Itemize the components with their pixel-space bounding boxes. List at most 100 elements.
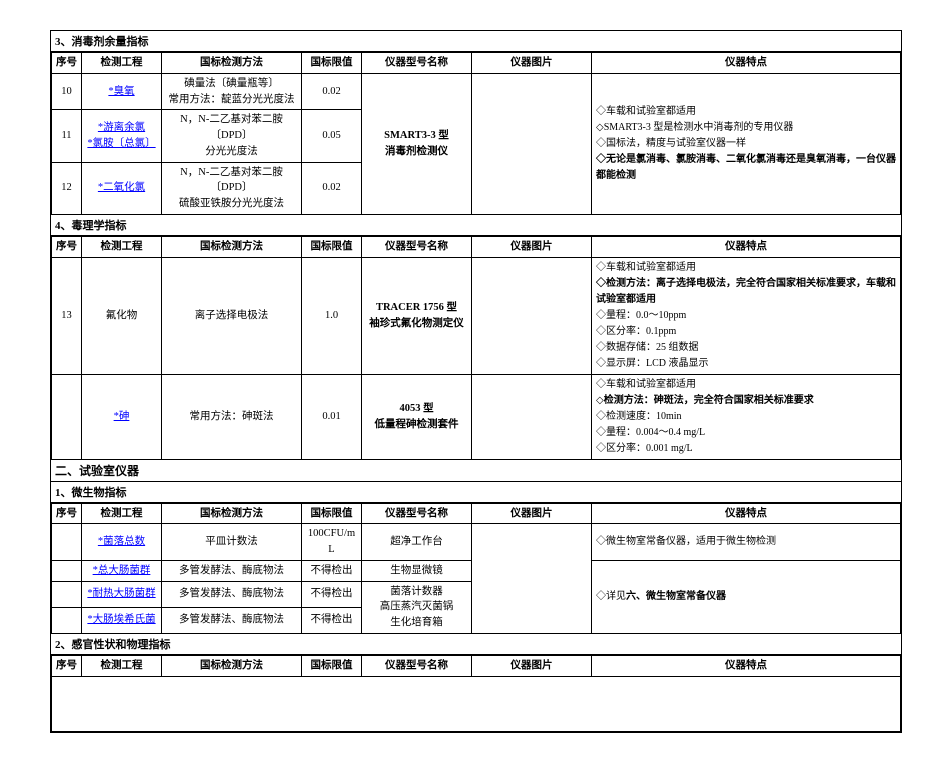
proj-link[interactable]: *游离余氯 bbox=[85, 120, 158, 136]
feat-prefix: ◇ bbox=[596, 395, 604, 406]
hdr-limit: 国标限值 bbox=[302, 53, 362, 74]
cell-features: ◇车载和试验室都适用 ◇SMART3-3 型是检测水中消毒剂的专用仪器 ◇国标法… bbox=[592, 73, 901, 214]
document-container: 3、消毒剂余量指标 序号 检测工程 国标检测方法 国标限值 仪器型号名称 仪器图… bbox=[50, 30, 902, 733]
section-lab-title: 二、试验室仪器 bbox=[51, 460, 901, 482]
cell-proj: *游离余氯 *氯胺〔总氯〕 bbox=[82, 110, 162, 162]
feat-line: ◇量程：0.0～10ppm bbox=[596, 308, 896, 324]
section-4-title: 4、毒理学指标 bbox=[51, 215, 901, 236]
cell-seq bbox=[52, 524, 82, 561]
cell-method: 离子选择电极法 bbox=[162, 257, 302, 374]
cell-model: 超净工作台 bbox=[362, 524, 472, 561]
hdr-model: 仪器型号名称 bbox=[362, 655, 472, 676]
cell-seq: 11 bbox=[52, 110, 82, 162]
model-line: 菌落计数器 bbox=[365, 584, 468, 600]
cell-seq: 10 bbox=[52, 73, 82, 110]
feat-line: ◇区分率：0.001 mg/L bbox=[596, 441, 896, 457]
cell-limit: 0.05 bbox=[302, 110, 362, 162]
hdr-limit: 国标限值 bbox=[302, 236, 362, 257]
empty-row bbox=[52, 676, 901, 731]
feat-line-bold: ◇检测方法：离子选择电极法，完全符合国家相关标准要求，车载和试验室都适用 bbox=[596, 276, 896, 308]
model-line1: 4053 型 bbox=[365, 401, 468, 417]
cell-proj: 氟化物 bbox=[82, 257, 162, 374]
feat-line: ◇SMART3-3 型是检测水中消毒剂的专用仪器 bbox=[596, 120, 896, 136]
cell-features: ◇详见六、微生物室常备仪器 bbox=[592, 560, 901, 633]
cell-proj-link[interactable]: *砷 bbox=[82, 374, 162, 459]
hdr-feat: 仪器特点 bbox=[592, 503, 901, 524]
hdr-feat: 仪器特点 bbox=[592, 655, 901, 676]
feat-line: ◇量程：0.004～0.4 mg/L bbox=[596, 425, 896, 441]
hdr-model: 仪器型号名称 bbox=[362, 503, 472, 524]
hdr-model: 仪器型号名称 bbox=[362, 236, 472, 257]
table-row: 13 氟化物 离子选择电极法 1.0 TRACER 1756 型 袖珍式氟化物测… bbox=[52, 257, 901, 374]
hdr-model: 仪器型号名称 bbox=[362, 53, 472, 74]
hdr-feat: 仪器特点 bbox=[592, 236, 901, 257]
header-row: 序号 检测工程 国标检测方法 国标限值 仪器型号名称 仪器图片 仪器特点 bbox=[52, 503, 901, 524]
feat-prefix: ◇详见 bbox=[596, 591, 626, 602]
cell-proj-link[interactable]: *总大肠菌群 bbox=[82, 560, 162, 581]
feat-bold: 六、微生物室常备仪器 bbox=[626, 591, 726, 602]
hdr-proj: 检测工程 bbox=[82, 503, 162, 524]
empty-cell bbox=[52, 676, 901, 731]
cell-seq bbox=[52, 607, 82, 633]
model-line1: TRACER 1756 型 bbox=[365, 300, 468, 316]
hdr-proj: 检测工程 bbox=[82, 236, 162, 257]
cell-features: ◇车载和试验室都适用 ◇检测方法：离子选择电极法，完全符合国家相关标准要求，车载… bbox=[592, 257, 901, 374]
header-row: 序号 检测工程 国标检测方法 国标限值 仪器型号名称 仪器图片 仪器特点 bbox=[52, 655, 901, 676]
cell-pic bbox=[472, 73, 592, 214]
hdr-pic: 仪器图片 bbox=[472, 655, 592, 676]
hdr-method: 国标检测方法 bbox=[162, 236, 302, 257]
table-microbio: 序号 检测工程 国标检测方法 国标限值 仪器型号名称 仪器图片 仪器特点 *菌落… bbox=[51, 503, 901, 634]
feat-line: ◇区分率：0.1ppm bbox=[596, 324, 896, 340]
model-line2: 袖珍式氟化物测定仪 bbox=[365, 316, 468, 332]
table-row: 10 *臭氧 碘量法〔碘量瓶等〕 常用方法：靛蓝分光光度法 0.02 SMART… bbox=[52, 73, 901, 110]
cell-method: 多管发酵法、酶底物法 bbox=[162, 560, 302, 581]
hdr-pic: 仪器图片 bbox=[472, 503, 592, 524]
table-row: *菌落总数 平皿计数法 100CFU/mL 超净工作台 ◇微生物室常备仪器，适用… bbox=[52, 524, 901, 561]
cell-limit: 不得检出 bbox=[302, 560, 362, 581]
proj-link[interactable]: *氯胺〔总氯〕 bbox=[85, 136, 158, 152]
cell-model: SMART3-3 型 消毒剂检测仪 bbox=[362, 73, 472, 214]
cell-proj-link[interactable]: *大肠埃希氏菌 bbox=[82, 607, 162, 633]
feat-line-bold: ◇无论是氯消毒、氯胺消毒、二氧化氯消毒还是臭氧消毒，一台仪器都能检测 bbox=[596, 152, 896, 184]
header-row: 序号 检测工程 国标检测方法 国标限值 仪器型号名称 仪器图片 仪器特点 bbox=[52, 53, 901, 74]
cell-limit: 100CFU/mL bbox=[302, 524, 362, 561]
cell-seq: 13 bbox=[52, 257, 82, 374]
cell-seq bbox=[52, 374, 82, 459]
model-line2: 消毒剂检测仪 bbox=[365, 144, 468, 160]
table-disinfectant: 序号 检测工程 国标检测方法 国标限值 仪器型号名称 仪器图片 仪器特点 10 … bbox=[51, 52, 901, 215]
cell-limit: 0.02 bbox=[302, 162, 362, 214]
method-line1: N，N-二乙基对苯二胺〔DPD〕 bbox=[165, 112, 298, 144]
cell-model: 生物显微镜 bbox=[362, 560, 472, 581]
feat-line: ◇检测速度：10min bbox=[596, 409, 896, 425]
section-2-title: 2、感官性状和物理指标 bbox=[51, 634, 901, 655]
header-row: 序号 检测工程 国标检测方法 国标限值 仪器型号名称 仪器图片 仪器特点 bbox=[52, 236, 901, 257]
cell-method: N，N-二乙基对苯二胺〔DPD〕 硫酸亚铁胺分光光度法 bbox=[162, 162, 302, 214]
method-line2: 硫酸亚铁胺分光光度法 bbox=[165, 196, 298, 212]
method-line1: 碘量法〔碘量瓶等〕 bbox=[165, 76, 298, 92]
model-line2: 低量程砷检测套件 bbox=[365, 417, 468, 433]
cell-proj-link[interactable]: *菌落总数 bbox=[82, 524, 162, 561]
model-line: 高压蒸汽灭菌锅 bbox=[365, 599, 468, 615]
cell-proj-link[interactable]: *耐热大肠菌群 bbox=[82, 581, 162, 607]
cell-proj-link[interactable]: *二氧化氯 bbox=[82, 162, 162, 214]
hdr-seq: 序号 bbox=[52, 53, 82, 74]
hdr-method: 国标检测方法 bbox=[162, 53, 302, 74]
hdr-limit: 国标限值 bbox=[302, 655, 362, 676]
cell-proj-link[interactable]: *臭氧 bbox=[82, 73, 162, 110]
hdr-proj: 检测工程 bbox=[82, 655, 162, 676]
cell-method: 多管发酵法、酶底物法 bbox=[162, 607, 302, 633]
hdr-pic: 仪器图片 bbox=[472, 53, 592, 74]
method-line1: N，N-二乙基对苯二胺〔DPD〕 bbox=[165, 165, 298, 197]
cell-features: ◇微生物室常备仪器，适用于微生物检测 bbox=[592, 524, 901, 561]
cell-method: 碘量法〔碘量瓶等〕 常用方法：靛蓝分光光度法 bbox=[162, 73, 302, 110]
cell-method: N，N-二乙基对苯二胺〔DPD〕 分光光度法 bbox=[162, 110, 302, 162]
feat-line: ◇车载和试验室都适用 bbox=[596, 104, 896, 120]
table-row: *砷 常用方法：砷斑法 0.01 4053 型 低量程砷检测套件 ◇车载和试验室… bbox=[52, 374, 901, 459]
hdr-pic: 仪器图片 bbox=[472, 236, 592, 257]
hdr-seq: 序号 bbox=[52, 236, 82, 257]
cell-method: 平皿计数法 bbox=[162, 524, 302, 561]
model-line: 生化培育箱 bbox=[365, 615, 468, 631]
hdr-proj: 检测工程 bbox=[82, 53, 162, 74]
hdr-method: 国标检测方法 bbox=[162, 655, 302, 676]
cell-pic bbox=[472, 524, 592, 634]
